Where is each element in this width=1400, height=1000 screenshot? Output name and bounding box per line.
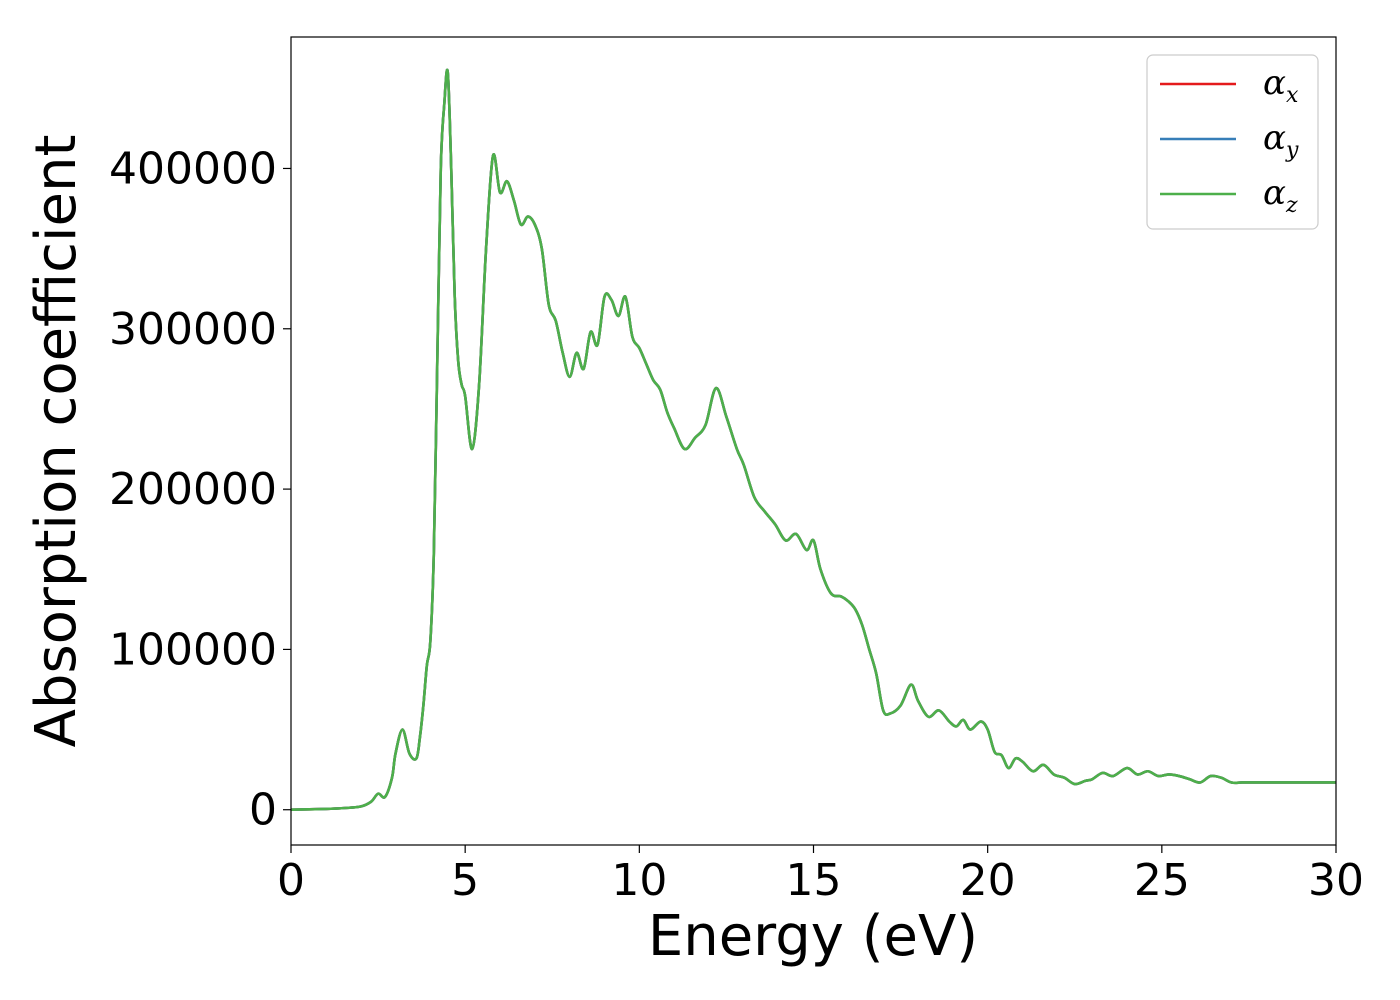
y-tick-label: 0 xyxy=(249,785,277,836)
tick-layer: 0 5 10 15 20 25 30 0 100000 200000 300000 400000 xyxy=(109,143,1364,906)
x-tick-label: 0 xyxy=(277,855,305,906)
legend-label-x: αx xyxy=(1263,63,1299,108)
x-tick-label: 30 xyxy=(1308,855,1364,906)
series-layer xyxy=(290,68,1336,812)
x-axis-title: Energy (eV) xyxy=(648,904,978,969)
y-tick-label: 200000 xyxy=(109,464,277,515)
x-tick-label: 25 xyxy=(1134,855,1190,906)
legend-label-z: αz xyxy=(1263,173,1298,218)
legend: αx αy αz xyxy=(1146,54,1319,230)
y-tick-label: 300000 xyxy=(109,304,277,355)
y-axis-title: Absorption coefficient xyxy=(24,135,89,748)
x-tick-label: 5 xyxy=(451,855,479,906)
legend-items: αx αy αz xyxy=(1160,63,1299,218)
x-tick-label: 10 xyxy=(611,855,667,906)
y-tick-label: 400000 xyxy=(109,143,277,194)
series-line-z xyxy=(290,68,1336,812)
legend-label-y: αy xyxy=(1263,118,1299,163)
x-tick-label: 20 xyxy=(960,855,1016,906)
y-tick-label: 100000 xyxy=(109,624,277,675)
legend-box xyxy=(1146,54,1319,230)
x-tick-label: 15 xyxy=(786,855,842,906)
